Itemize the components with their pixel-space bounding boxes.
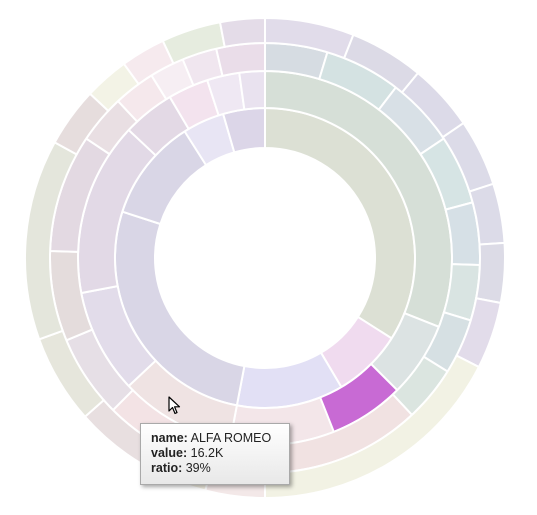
ring-4-segment-6[interactable] — [475, 241, 506, 305]
tooltip-value-row: value: 16.2K — [151, 446, 279, 461]
tooltip-name-label: name: — [151, 431, 188, 445]
tooltip-ratio-label: ratio: — [151, 461, 183, 475]
tooltip-ratio-value: 39% — [185, 461, 211, 475]
tooltip-name-row: name: ALFA ROMEO — [151, 431, 279, 446]
ring-4-segment-18[interactable] — [218, 16, 266, 48]
tooltip-name-value: ALFA ROMEO — [190, 431, 272, 445]
mouse-cursor-icon — [168, 396, 181, 415]
tooltip: name: ALFA ROMEO value: 16.2K ratio: 39% — [140, 423, 290, 485]
tooltip-value-value: 16.2K — [190, 446, 224, 460]
tooltip-value-label: value: — [151, 446, 188, 460]
tooltip-ratio-row: ratio: 39% — [151, 461, 279, 476]
ring-2-segment-10[interactable] — [238, 69, 266, 111]
